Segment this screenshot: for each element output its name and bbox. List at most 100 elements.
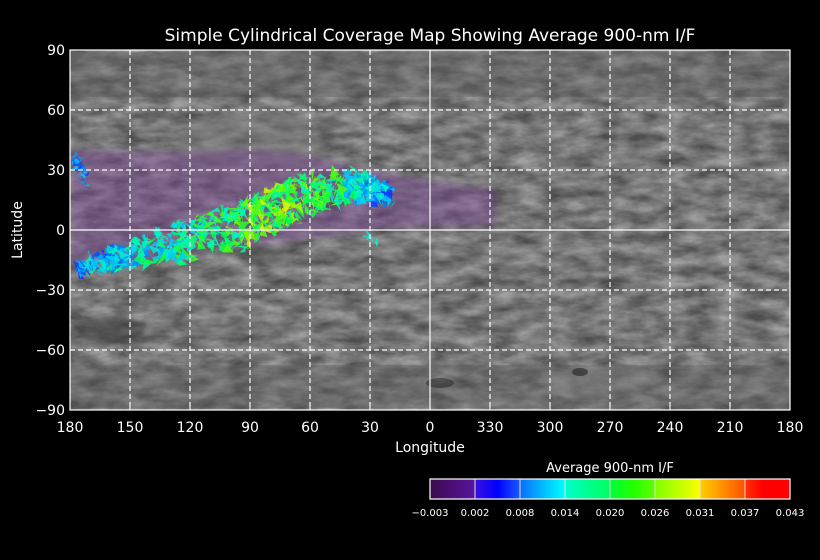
coverage-cell xyxy=(278,204,286,206)
coverage-cell xyxy=(33,149,37,159)
x-tick-label: 300 xyxy=(537,420,564,436)
coverage-cell xyxy=(40,157,47,168)
coverage-cell xyxy=(23,180,25,182)
coverage-cell xyxy=(8,155,21,163)
coverage-cell xyxy=(4,159,13,170)
coverage-cell xyxy=(239,205,243,223)
coverage-cell xyxy=(83,184,91,187)
coverage-cell xyxy=(7,138,17,140)
coverage-cell xyxy=(0,184,4,191)
coverage-cell xyxy=(29,144,42,153)
coverage-cell xyxy=(20,160,25,171)
coverage-cell xyxy=(0,206,4,212)
coverage-cell xyxy=(20,142,27,157)
coverage-cell xyxy=(227,207,242,210)
coverage-cell xyxy=(0,150,10,157)
x-tick-label: 180 xyxy=(777,420,804,436)
coverage-cell xyxy=(150,226,155,234)
coverage-cell xyxy=(12,180,18,185)
coverage-cell xyxy=(348,188,357,200)
coverage-cell xyxy=(11,151,18,159)
coverage-cell xyxy=(26,184,33,189)
coverage-cell xyxy=(361,187,368,197)
coverage-cell xyxy=(189,219,197,231)
coverage-cell xyxy=(76,159,84,167)
coverage-cell xyxy=(192,212,200,224)
coverage-cell xyxy=(43,148,47,158)
coverage-cell xyxy=(321,197,331,206)
coverage-cell xyxy=(366,236,369,240)
coverage-cell xyxy=(278,225,289,230)
coverage-cell xyxy=(20,166,30,167)
coverage-cell xyxy=(10,191,14,201)
coverage-cell xyxy=(317,180,327,184)
coverage-cell xyxy=(8,188,12,195)
coverage-cell xyxy=(53,148,61,155)
coverage-cell xyxy=(10,189,16,196)
coverage-cell xyxy=(326,179,338,182)
coverage-cell xyxy=(334,187,340,202)
coverage-cell xyxy=(21,144,33,150)
coverage-cell xyxy=(8,153,13,160)
coverage-cell xyxy=(15,173,19,176)
coverage-cell xyxy=(212,231,217,239)
coverage-cell xyxy=(309,209,320,219)
coverage-cell xyxy=(173,222,186,231)
coverage-cell xyxy=(142,234,146,245)
coverage-cell xyxy=(8,142,20,151)
coverage-cell xyxy=(50,146,58,159)
coverage-cell xyxy=(337,174,344,186)
coverage-cell xyxy=(10,137,21,153)
coverage-cell xyxy=(109,255,118,261)
coverage-cell xyxy=(19,165,25,172)
coverage-cell xyxy=(284,223,290,227)
coverage-cell xyxy=(0,159,5,170)
coverage-cell xyxy=(116,245,128,254)
coverage-cell xyxy=(0,154,2,157)
coverage-cell xyxy=(5,170,11,174)
coverage-cell xyxy=(16,161,21,171)
coverage-cell xyxy=(15,191,19,197)
coverage-cell xyxy=(7,160,14,169)
coverage-cell xyxy=(41,184,42,194)
coverage-cell xyxy=(161,248,166,263)
coverage-cell xyxy=(20,168,29,174)
coverage-cell xyxy=(28,192,37,196)
coverage-cell xyxy=(297,181,304,185)
coverage-cell xyxy=(18,175,23,180)
coverage-cell xyxy=(9,153,13,157)
coverage-cell xyxy=(348,181,363,190)
coverage-cell xyxy=(44,153,49,163)
coverage-cell xyxy=(295,211,303,222)
coverage-cell xyxy=(0,163,9,165)
coverage-cell xyxy=(379,201,385,209)
coverage-cell xyxy=(340,168,353,178)
coverage-cell xyxy=(4,153,11,163)
coverage-cell xyxy=(5,146,14,149)
coverage-cell xyxy=(3,209,6,214)
coverage-cell xyxy=(107,238,120,243)
coverage-cell xyxy=(130,243,140,250)
coverage-cell xyxy=(377,174,383,178)
coverage-cell xyxy=(42,148,49,160)
coverage-cell xyxy=(30,169,35,182)
coverage-cell xyxy=(0,133,6,143)
coverage-cell xyxy=(333,196,341,212)
coverage-cell xyxy=(13,152,16,162)
coverage-cell xyxy=(6,176,15,183)
coverage-cell xyxy=(7,170,15,174)
coverage-cell xyxy=(301,174,311,180)
coverage-cell xyxy=(176,251,189,263)
coverage-cell xyxy=(25,187,28,188)
coverage-cell xyxy=(376,187,383,197)
coverage-cell xyxy=(246,214,255,221)
coverage-cell xyxy=(158,241,167,248)
coverage-cell xyxy=(100,262,105,270)
coverage-cell xyxy=(208,225,215,238)
coverage-cell xyxy=(54,190,57,196)
coverage-cell xyxy=(80,269,87,276)
coverage-cell xyxy=(10,139,12,151)
coverage-cell xyxy=(87,259,99,272)
coverage-cell xyxy=(0,143,3,152)
